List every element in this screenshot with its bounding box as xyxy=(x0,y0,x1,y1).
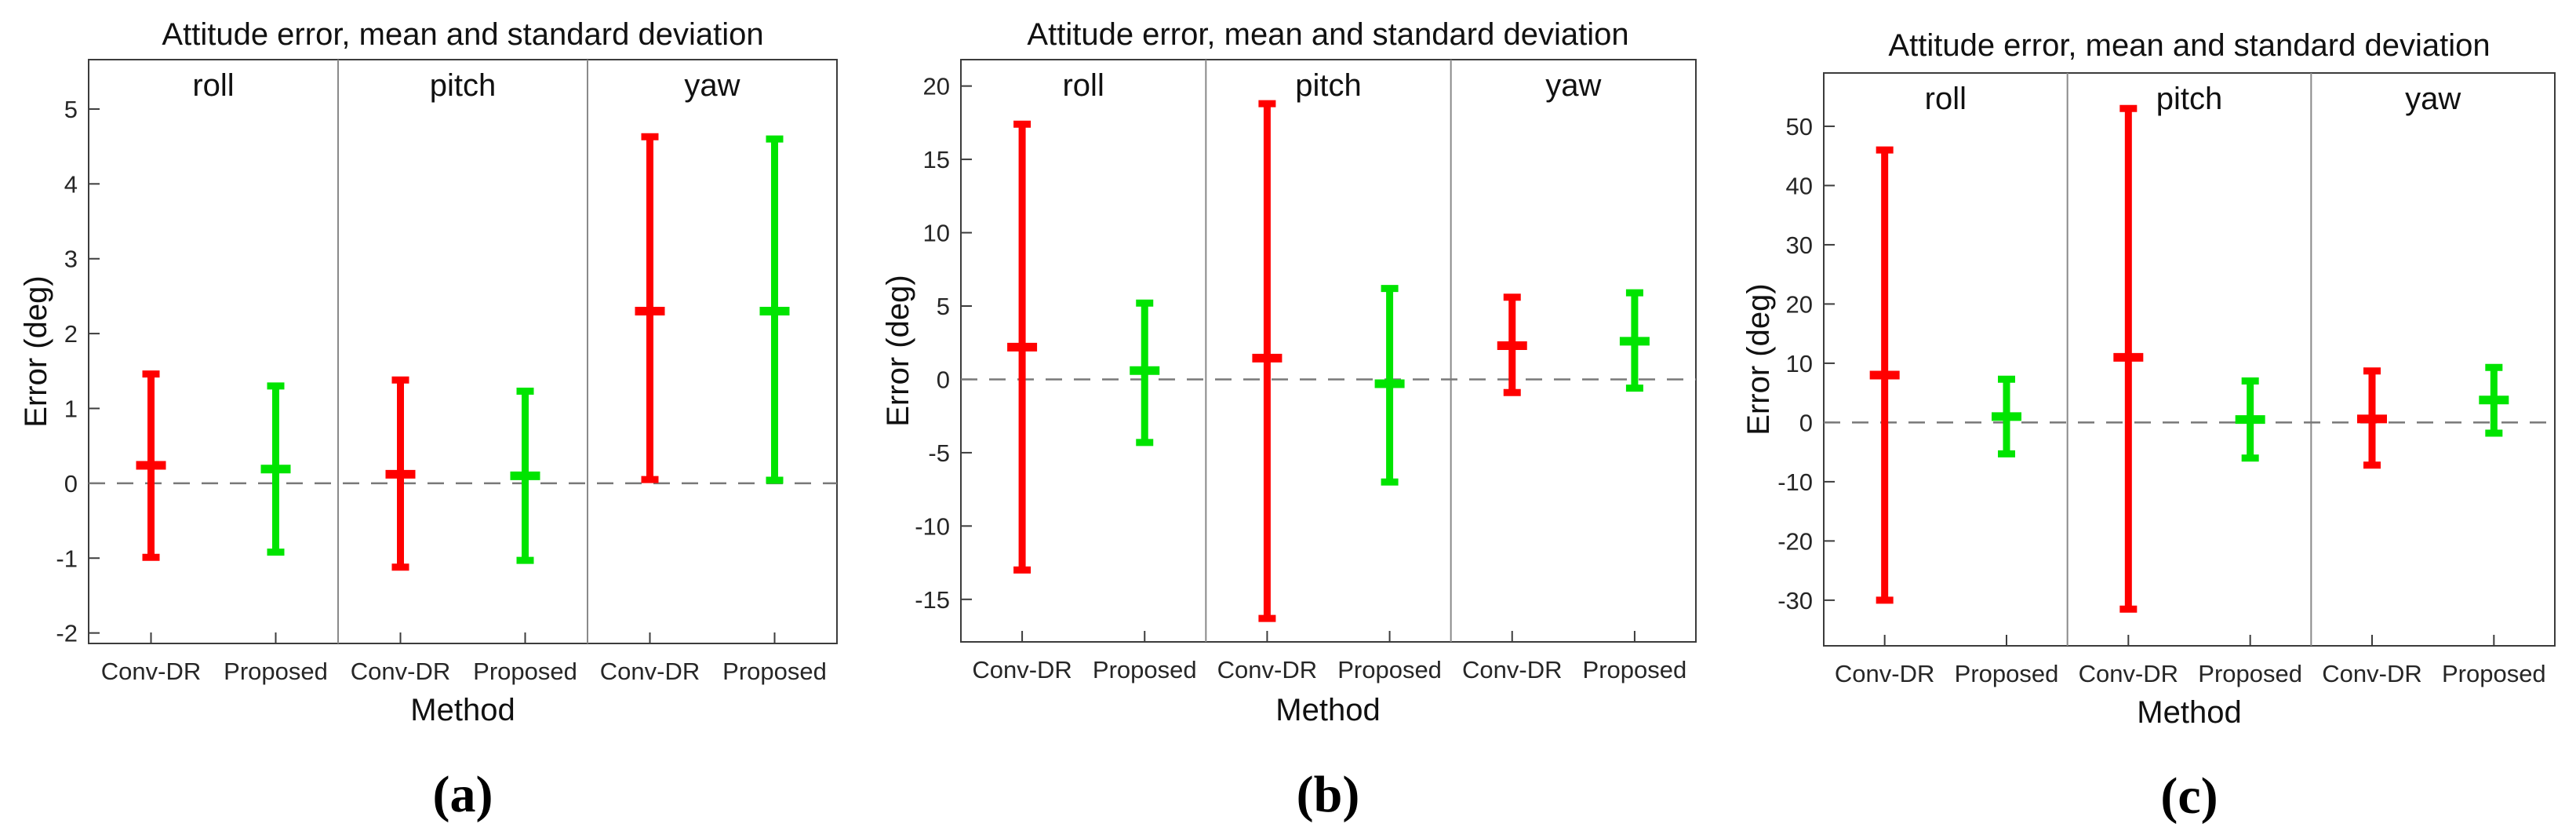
y-tick-label: -5 xyxy=(928,439,950,467)
panel-caption-c: (c) xyxy=(2160,767,2218,825)
errorbar-pitch-convdr xyxy=(1252,100,1283,622)
section-label-roll: roll xyxy=(1925,82,1967,116)
x-tick-label: Proposed xyxy=(1583,656,1687,683)
section-label-roll: roll xyxy=(1062,68,1104,103)
x-tick-label: Proposed xyxy=(722,658,827,685)
plot-box xyxy=(1823,72,2556,647)
y-tick-label: -15 xyxy=(915,586,950,614)
x-tick-label: Conv-DR xyxy=(2322,660,2421,687)
section-label-yaw: yaw xyxy=(684,68,740,103)
y-tick-label: 0 xyxy=(64,470,78,498)
errorbar-roll-convdr xyxy=(136,370,166,561)
errorbar-pitch-proposed xyxy=(510,388,540,564)
panel-caption-b: (b) xyxy=(1296,766,1360,823)
x-tick-label: Conv-DR xyxy=(1835,660,1934,687)
x-tick-label: Conv-DR xyxy=(600,658,700,685)
plot-area-a: -2 -1 0 1 2 3 4 5 Conv-DR Proposed Conv-DR Proposed… xyxy=(56,59,838,685)
errorbar-roll-proposed xyxy=(1130,299,1160,446)
y-tick-label: 3 xyxy=(64,246,78,273)
section-label-roll: roll xyxy=(192,68,234,103)
section-label-pitch: pitch xyxy=(1295,68,1362,103)
errorbar-pitch-convdr xyxy=(385,376,416,571)
y-tick-label: -20 xyxy=(1777,527,1813,555)
errorbar-pitch-convdr xyxy=(2113,104,2144,613)
errorbar-yaw-proposed xyxy=(2479,363,2509,437)
errorbar-yaw-convdr xyxy=(635,133,665,483)
chart-title: Attitude error, mean and standard deviat… xyxy=(1027,17,1629,52)
errorbar-yaw-proposed xyxy=(759,135,790,484)
x-tick-label: Proposed xyxy=(1955,660,2059,687)
x-tick-label: Conv-DR xyxy=(2079,660,2178,687)
x-tick-label: Conv-DR xyxy=(351,658,450,685)
errorbar-yaw-proposed xyxy=(1619,289,1650,392)
y-tick-label: 15 xyxy=(923,146,950,173)
y-tick-label: -10 xyxy=(915,512,950,540)
x-tick-label: Proposed xyxy=(1093,656,1197,683)
x-tick-label: Proposed xyxy=(473,658,577,685)
y-tick-label: -30 xyxy=(1777,587,1813,614)
y-tick-label: 10 xyxy=(1786,350,1813,377)
plot-box xyxy=(960,59,1697,643)
x-tick-label: Conv-DR xyxy=(1462,656,1562,683)
section-label-yaw: yaw xyxy=(1545,68,1601,103)
errorbar-roll-convdr xyxy=(1869,146,1900,604)
y-tick-label: 20 xyxy=(1786,290,1813,318)
errorbar-roll-proposed xyxy=(1992,375,2021,457)
errorbar-roll-proposed xyxy=(260,382,291,556)
plot-area-b: -15 -10 -5 0 5 10 15 20 Conv-DR Proposed Conv-DR Pr… xyxy=(915,59,1697,683)
y-tick-label: 1 xyxy=(64,395,78,422)
x-axis-label: Method xyxy=(2137,695,2242,730)
section-label-yaw: yaw xyxy=(2405,82,2461,116)
x-tick-label: Conv-DR xyxy=(972,656,1072,683)
errorbar-pitch-proposed xyxy=(2235,377,2265,462)
x-tick-label: Proposed xyxy=(1337,656,1442,683)
y-tick-label: -1 xyxy=(56,545,78,572)
y-tick-label: 5 xyxy=(64,96,78,123)
y-tick-label: 50 xyxy=(1786,113,1813,140)
errorbar-roll-convdr xyxy=(1007,120,1038,574)
errorbar-yaw-convdr xyxy=(2357,367,2387,469)
plot-box xyxy=(88,59,838,644)
y-tick-label: 10 xyxy=(923,220,950,247)
figure-panel-c: Attitude error, mean and standard deviat… xyxy=(1718,0,2576,831)
figure-panel-a: Attitude error, mean and standard deviat… xyxy=(0,0,859,831)
chart-title: Attitude error, mean and standard deviat… xyxy=(1888,28,2490,63)
y-tick-label: 0 xyxy=(937,366,950,393)
x-tick-label: Proposed xyxy=(2442,660,2546,687)
y-tick-label: -10 xyxy=(1777,468,1813,496)
section-label-pitch: pitch xyxy=(430,68,497,103)
y-tick-label: 40 xyxy=(1786,172,1813,199)
errorbar-yaw-convdr xyxy=(1497,293,1527,396)
errorbar-pitch-proposed xyxy=(1374,285,1405,486)
chart-title: Attitude error, mean and standard deviat… xyxy=(162,17,764,52)
y-tick-label: 0 xyxy=(1799,409,1813,436)
plot-area-c: -30 -20 -10 0 10 20 30 40 50 Conv-DR Proposed Conv-… xyxy=(1777,72,2556,687)
y-tick-label: 30 xyxy=(1786,231,1813,259)
x-tick-label: Proposed xyxy=(2198,660,2302,687)
y-tick-label: 20 xyxy=(923,73,950,100)
y-tick-label: 5 xyxy=(937,293,950,320)
panel-caption-a: (a) xyxy=(432,766,493,823)
figure-panel-b: Attitude error, mean and standard deviat… xyxy=(859,0,1718,831)
x-tick-label: Conv-DR xyxy=(1217,656,1317,683)
y-tick-label: 4 xyxy=(64,170,78,198)
x-axis-label: Method xyxy=(1275,693,1381,727)
section-label-pitch: pitch xyxy=(2156,82,2223,116)
x-axis-label: Method xyxy=(410,693,515,727)
y-tick-label: -2 xyxy=(56,620,78,647)
x-tick-label: Conv-DR xyxy=(101,658,201,685)
x-tick-label: Proposed xyxy=(224,658,328,685)
y-tick-label: 2 xyxy=(64,320,78,348)
